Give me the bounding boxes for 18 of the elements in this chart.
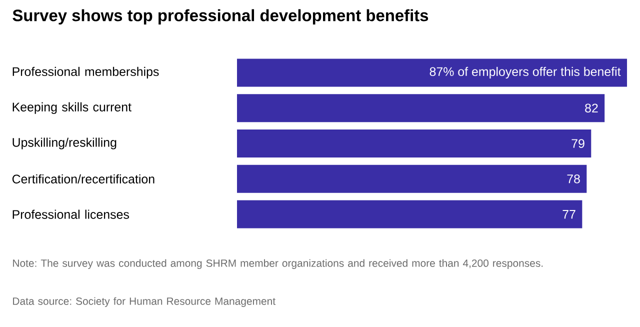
data-label: 82 (585, 104, 598, 113)
bar (237, 164, 587, 193)
text: Note: The survey was conducted among SHRM member organizations and received more than 4,200 responses. (13, 259, 543, 269)
data-label: 87% of employers offer this benefit (430, 66, 621, 78)
y-tick-label: Professional licenses (12, 210, 130, 219)
y-tick-label: Upskilling/reskilling (12, 138, 116, 150)
chart-title: Survey shows top professional development benefits (12, 9, 428, 25)
y-tick-label: Certification/recertification (12, 174, 154, 184)
data-label: 78 (567, 174, 580, 184)
y-tick-label: Keeping skills current (12, 102, 132, 114)
data-label: 77 (562, 210, 576, 219)
bar (237, 58, 628, 87)
bar (237, 200, 582, 228)
y-tick-label: Professional memberships (12, 66, 159, 78)
source-note: Data source: Society for Human Resource Management (13, 297, 276, 307)
bar (237, 94, 605, 122)
data-label: 79 (572, 139, 584, 148)
bar (237, 130, 592, 158)
